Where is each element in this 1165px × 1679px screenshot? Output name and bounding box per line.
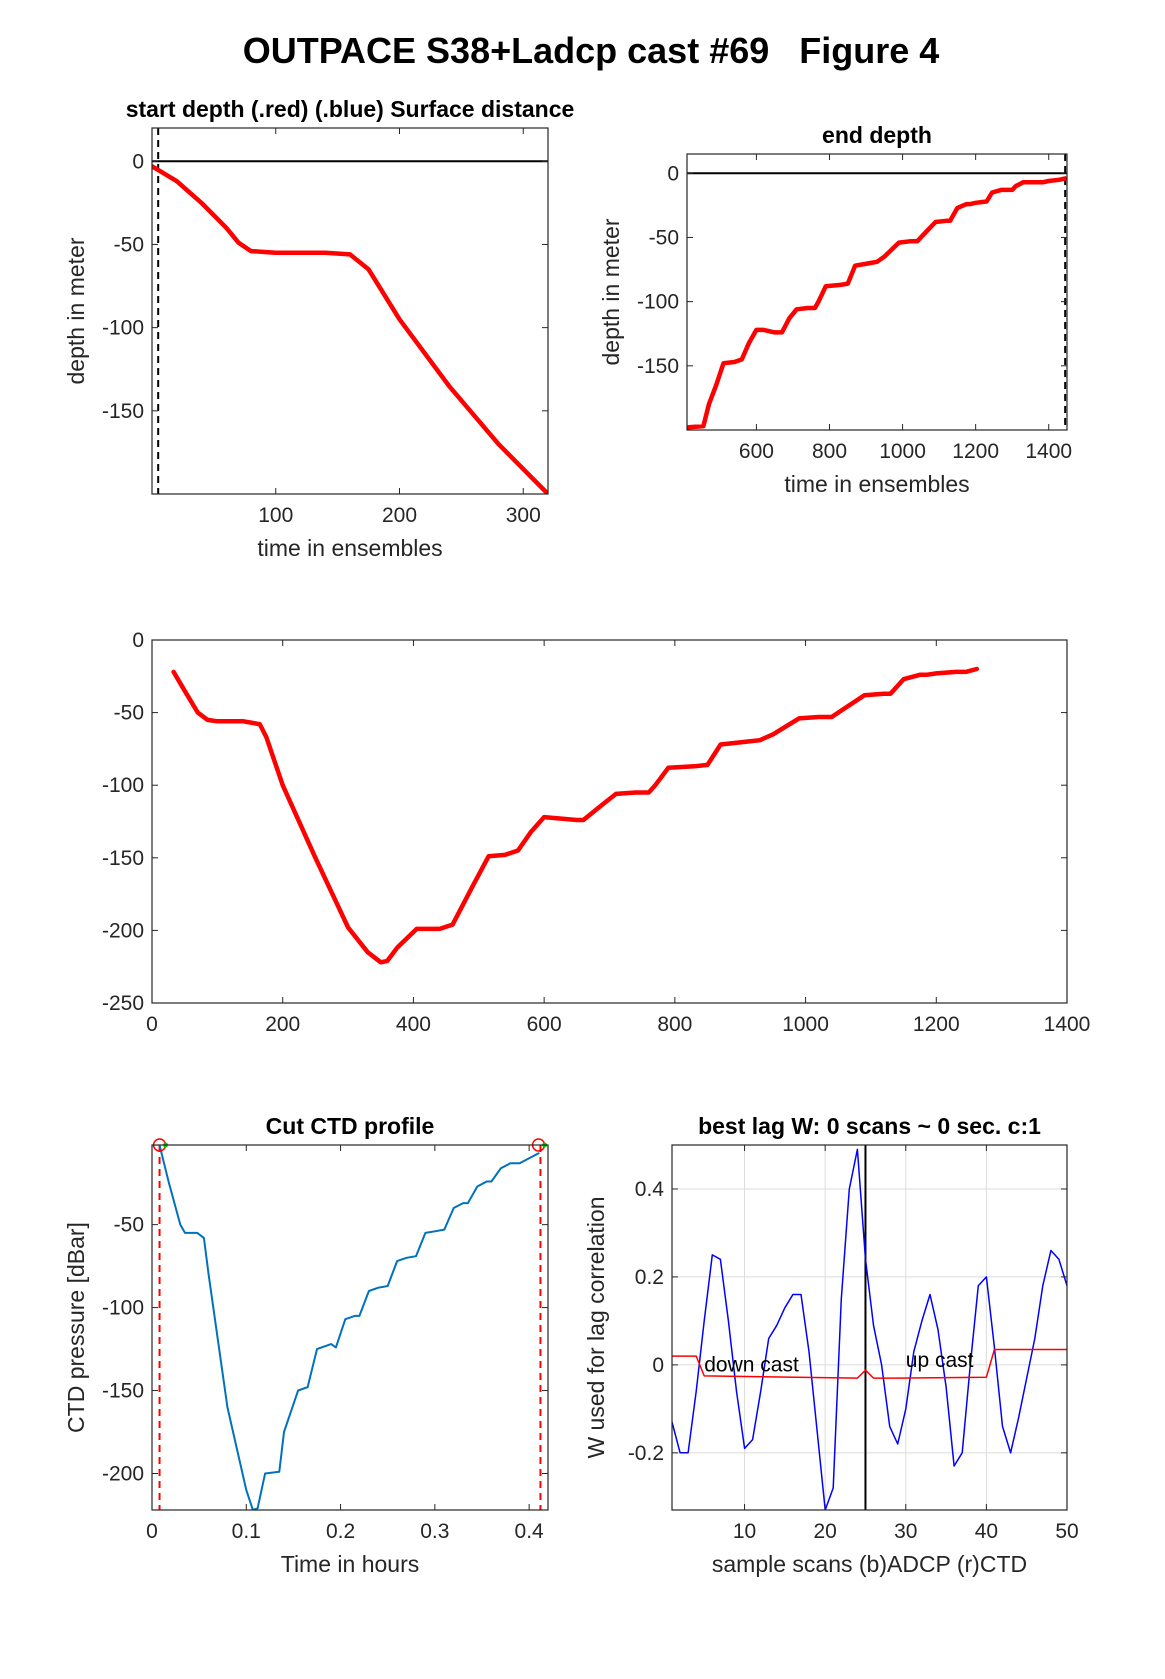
x-axis-label: Time in hours <box>281 1551 419 1577</box>
annotation-label: down cast <box>704 1353 799 1376</box>
plot-content <box>152 128 548 494</box>
x-tick-label: 40 <box>975 1520 998 1543</box>
x-tick-label: 300 <box>506 504 541 527</box>
axes-best-lag: down cast up cast 10 20 30 40 50 0.4 0.2 0 -0.2 bes… <box>583 1113 1079 1577</box>
y-tick-label: -100 <box>102 317 144 340</box>
plot-content <box>171 666 980 965</box>
x-tick-label: 0.3 <box>420 1520 449 1543</box>
y-axis-label: depth in meter <box>63 237 89 384</box>
axes-box <box>671 1144 1068 1511</box>
y-axis-label: CTD pressure [dBar] <box>63 1222 89 1433</box>
series-line-0 <box>152 164 548 494</box>
x-tick-label: 1400 <box>1025 440 1072 463</box>
x-tick-label: 0.1 <box>232 1520 261 1543</box>
axes-box <box>686 153 1068 431</box>
plot-area <box>152 640 1067 1003</box>
annotation-label: up cast <box>906 1349 974 1372</box>
axes-end-depth: 600 800 1000 1200 1400 0 -50 -100 -150 end depth t… <box>598 122 1072 497</box>
axes-box <box>151 1144 549 1511</box>
plot-content <box>672 1145 1067 1510</box>
x-tick-label: 600 <box>527 1013 562 1036</box>
y-tick-label: -150 <box>102 1380 144 1403</box>
plot-content <box>687 154 1067 430</box>
y-tick-label: -200 <box>102 919 144 942</box>
y-tick-label: -150 <box>637 355 679 378</box>
x-tick-label: 400 <box>396 1013 431 1036</box>
y-tick-label: 0 <box>667 162 679 185</box>
axes-title: end depth <box>822 122 932 148</box>
x-tick-label: 1200 <box>913 1013 960 1036</box>
y-tick-label: -150 <box>102 847 144 870</box>
x-tick-label: 800 <box>657 1013 692 1036</box>
x-tick-label: 10 <box>733 1520 756 1543</box>
x-tick-label: 1000 <box>782 1013 829 1036</box>
series-line-1 <box>672 1348 1067 1379</box>
y-tick-label: -250 <box>102 992 144 1015</box>
figure-title: OUTPACE S38+Ladcp cast #69 Figure 4 <box>243 30 940 71</box>
axes-start-depth: 100 200 300 0 -50 -100 -150 start depth (.red) … <box>63 96 574 561</box>
x-tick-label: 0 <box>146 1013 158 1036</box>
axes-cut-ctd: 0 0.1 0.2 0.3 0.4 -50 -100 -150 -200 Cut CTD prof… <box>63 1113 549 1577</box>
plot-area <box>152 1145 548 1510</box>
y-tick-label: 0.4 <box>635 1178 665 1201</box>
x-tick-label: 200 <box>382 504 417 527</box>
x-axis-label: time in ensembles <box>784 471 969 497</box>
x-tick-label: 1000 <box>879 440 926 463</box>
x-tick-label: 0 <box>146 1520 158 1543</box>
series-line-0 <box>687 176 1067 430</box>
x-tick-label: 600 <box>739 440 774 463</box>
y-axis-label: W used for lag correlation <box>583 1196 609 1458</box>
x-tick-label: 1400 <box>1044 1013 1091 1036</box>
y-tick-label: -0.2 <box>628 1442 664 1465</box>
axes-title: Cut CTD profile <box>266 1113 435 1139</box>
y-axis-label: depth in meter <box>598 218 624 365</box>
plot-content <box>158 1145 542 1510</box>
plot-area <box>152 128 548 494</box>
x-tick-label: 50 <box>1055 1520 1078 1543</box>
y-tick-label: 0 <box>132 629 144 652</box>
x-tick-label: 1200 <box>952 440 999 463</box>
x-tick-label: 200 <box>265 1013 300 1036</box>
y-tick-label: 0 <box>132 150 144 173</box>
y-tick-label: -150 <box>102 400 144 423</box>
x-tick-label: 800 <box>812 440 847 463</box>
y-tick-label: -50 <box>114 702 144 725</box>
y-tick-label: -50 <box>114 233 144 256</box>
x-tick-label: 100 <box>258 504 293 527</box>
plot-area <box>687 154 1067 430</box>
y-tick-label: -100 <box>637 291 679 314</box>
axes-box <box>151 639 1068 1004</box>
y-tick-label: -50 <box>114 1214 144 1237</box>
axes-title: start depth (.red) (.blue) Surface dista… <box>126 96 575 122</box>
x-axis-label: time in ensembles <box>257 535 442 561</box>
y-tick-label: -50 <box>649 226 679 249</box>
y-tick-label: 0.2 <box>635 1266 664 1289</box>
x-axis-label: sample scans (b)ADCP (r)CTD <box>712 1551 1027 1577</box>
axes-box <box>151 127 549 495</box>
axes-full-depth: 0 200 400 600 800 1000 1200 1400 0 -50 -100 -150 -20… <box>102 629 1090 1036</box>
y-tick-label: -200 <box>102 1463 144 1486</box>
y-tick-label: 0 <box>652 1354 664 1377</box>
x-tick-label: 30 <box>894 1520 917 1543</box>
series-line-0 <box>158 1145 540 1510</box>
plot-area <box>672 1145 1067 1510</box>
axes-title: best lag W: 0 scans ~ 0 sec. c:1 <box>698 1113 1041 1139</box>
x-tick-label: 20 <box>813 1520 836 1543</box>
x-tick-label: 0.2 <box>326 1520 355 1543</box>
y-tick-label: -100 <box>102 774 144 797</box>
x-tick-label: 0.4 <box>515 1520 545 1543</box>
y-tick-label: -100 <box>102 1297 144 1320</box>
series-line-0 <box>171 666 980 965</box>
series-line-0 <box>672 1148 1067 1510</box>
